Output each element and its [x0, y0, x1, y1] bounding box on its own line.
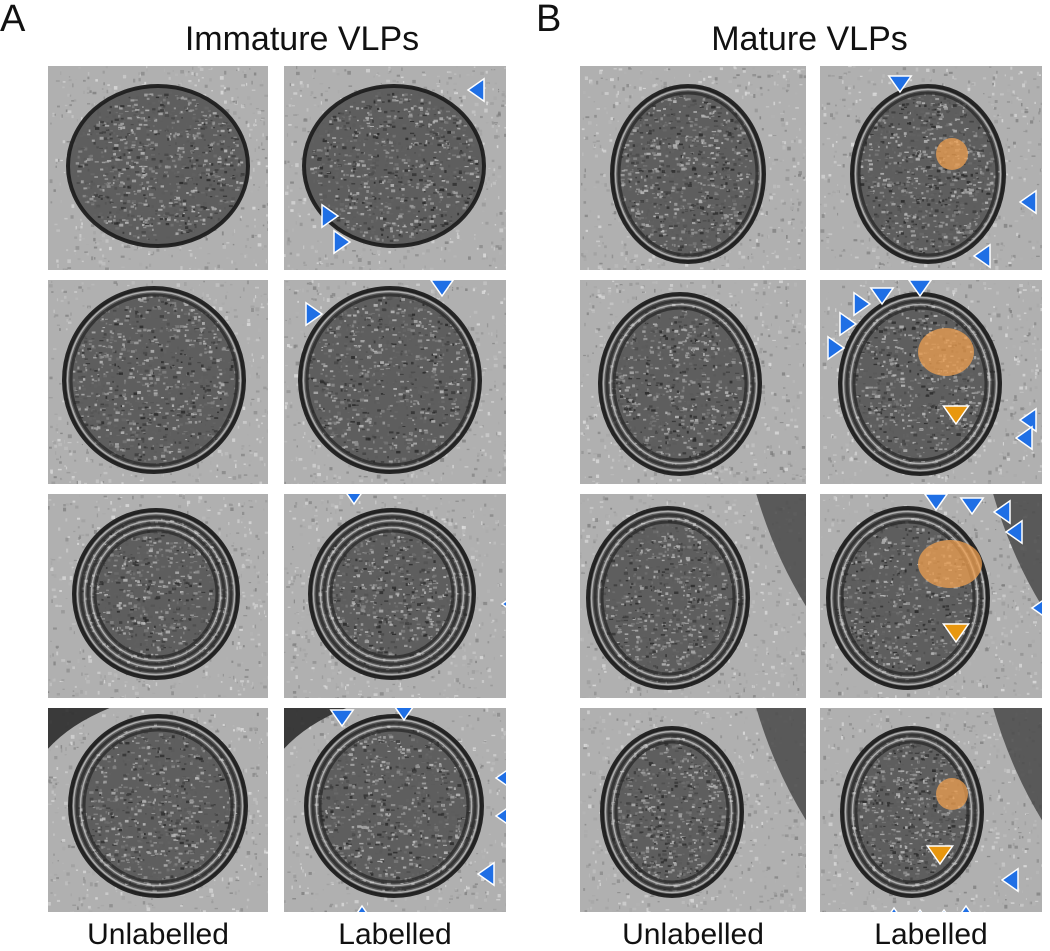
capsid-core-overlay	[918, 328, 974, 376]
capsid-core-overlay	[936, 138, 968, 170]
micrograph-image	[820, 66, 1042, 270]
panel-b-letter: B	[536, 0, 561, 38]
micrograph-mature-unlabelled-row-4	[580, 708, 806, 912]
micrograph-mature-labelled-row-2	[820, 280, 1042, 484]
micrograph-mature-unlabelled-row-2	[580, 280, 806, 484]
panel-a-title: Immature VLPs	[46, 22, 558, 56]
panel-a-unlabelled-label: Unlabelled	[48, 920, 268, 950]
micrograph-image	[284, 708, 506, 912]
micrograph-mature-unlabelled-row-1	[580, 66, 806, 270]
micrograph-image	[580, 708, 806, 912]
micrograph-image	[580, 280, 806, 484]
micrograph-mature-labelled-row-4	[820, 708, 1042, 912]
capsid-core-overlay	[918, 540, 982, 588]
micrograph-image	[580, 66, 806, 270]
micrograph-immature-labelled-row-3	[284, 494, 506, 698]
capsid-core-overlay	[936, 778, 968, 810]
micrograph-mature-unlabelled-row-3	[580, 494, 806, 698]
micrograph-image	[820, 494, 1042, 698]
micrograph-immature-unlabelled-row-4	[48, 708, 268, 912]
micrograph-immature-labelled-row-4	[284, 708, 506, 912]
micrograph-image	[284, 66, 506, 270]
micrograph-immature-unlabelled-row-2	[48, 280, 268, 484]
micrograph-image	[48, 66, 268, 270]
micrograph-image	[820, 280, 1042, 484]
panel-b-title: Mature VLPs	[578, 22, 1041, 56]
micrograph-immature-unlabelled-row-3	[48, 494, 268, 698]
micrograph-image	[820, 708, 1042, 912]
micrograph-image	[284, 280, 506, 484]
micrograph-image	[48, 280, 268, 484]
micrograph-image	[48, 708, 268, 912]
micrograph-immature-unlabelled-row-1	[48, 66, 268, 270]
micrograph-image	[580, 494, 806, 698]
micrograph-immature-labelled-row-1	[284, 66, 506, 270]
micrograph-image	[48, 494, 268, 698]
panel-a-labelled-label: Labelled	[284, 920, 506, 950]
micrograph-image	[284, 494, 506, 698]
micrograph-immature-labelled-row-2	[284, 280, 506, 484]
micrograph-mature-labelled-row-1	[820, 66, 1042, 270]
panel-a-letter: A	[0, 0, 25, 38]
panel-b-unlabelled-label: Unlabelled	[580, 920, 806, 950]
panel-b-labelled-label: Labelled	[820, 920, 1042, 950]
micrograph-mature-labelled-row-3	[820, 494, 1042, 698]
